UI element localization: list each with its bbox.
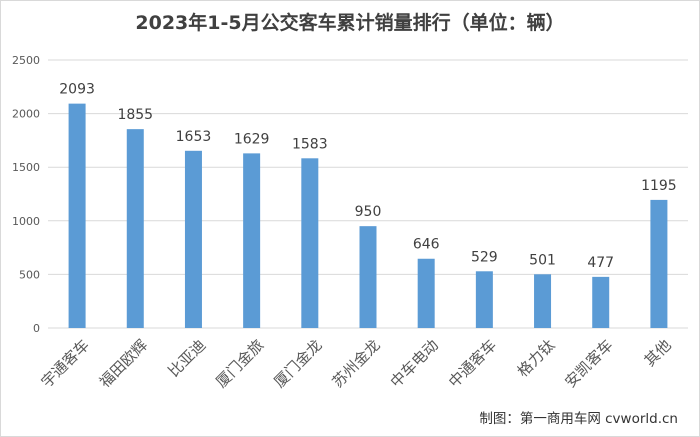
bar [301,158,319,328]
data-label: 646 [413,237,440,253]
x-tick-label: 厦门金旅 [212,336,267,391]
data-label: 501 [529,252,556,268]
x-tick-label: 中车电动 [387,336,442,391]
x-tick-label: 格力钛 [514,336,559,381]
data-label: 477 [587,255,614,271]
y-tick-label: 2000 [12,108,40,121]
y-tick-label: 1000 [12,215,40,228]
data-label: 1195 [641,178,677,194]
x-tick-label: 苏州金龙 [329,336,384,391]
data-label: 529 [471,249,498,265]
data-label: 1855 [117,107,153,123]
bar [359,226,377,328]
y-tick-label: 2500 [12,54,40,67]
bar [592,276,610,328]
x-tick-label: 宇通客车 [38,336,93,391]
bar [68,103,86,328]
data-label: 1653 [176,129,212,145]
data-label: 1629 [234,131,270,147]
y-tick-label: 500 [19,268,40,281]
x-tick-label: 中通客车 [445,336,500,391]
bar [650,199,668,328]
data-label: 950 [355,204,382,220]
bar [184,150,202,328]
bar [243,153,261,328]
chart-credit: 制图：第一商用车网 cvworld.cn [479,411,678,427]
x-tick-label: 厦门金龙 [270,336,325,391]
x-tick-label: 比亚迪 [165,336,210,381]
y-tick-label: 0 [33,322,40,335]
x-tick-label: 安凯客车 [561,336,616,391]
bar [417,258,435,328]
x-tick-label: 其他 [641,336,675,370]
x-tick-label: 福田欧辉 [96,336,151,391]
bar [475,271,493,328]
bar [534,274,552,328]
chart-title: 2023年1-5月公交客车累计销量排行（单位：辆） [135,12,565,34]
y-tick-label: 1500 [12,161,40,174]
bar [126,129,144,328]
data-label: 2093 [59,82,95,98]
data-label: 1583 [292,136,328,152]
